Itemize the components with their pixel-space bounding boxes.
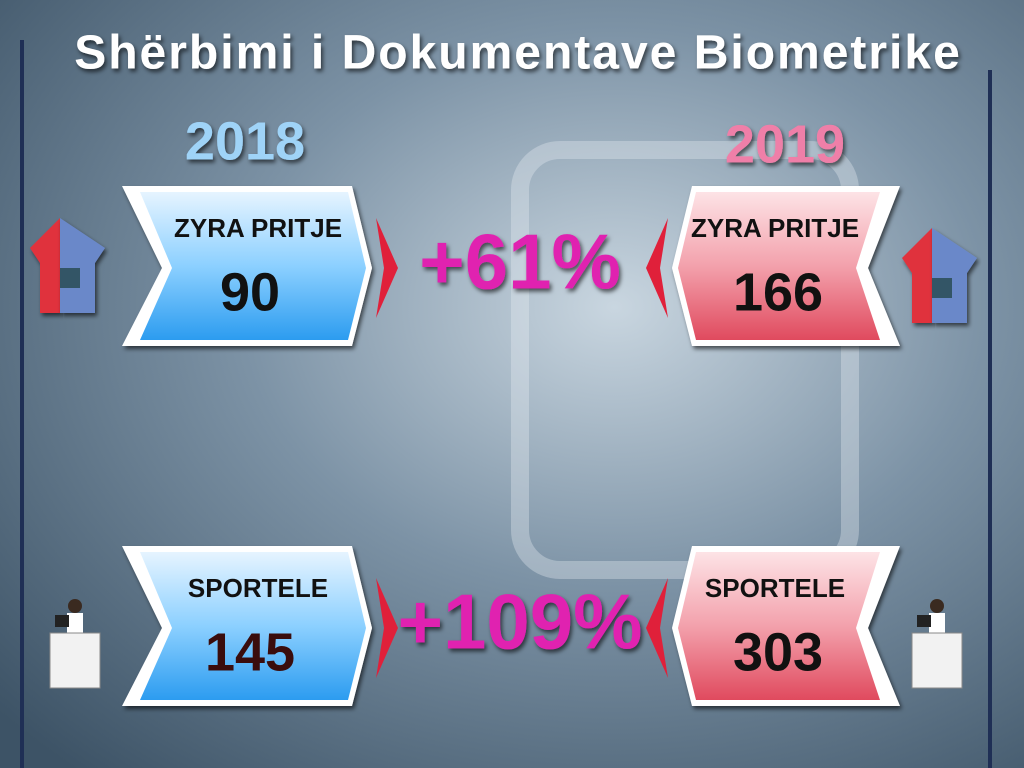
decor xyxy=(511,141,859,579)
box xyxy=(140,192,366,340)
label: ZYRA PRITJE xyxy=(174,213,342,243)
chevron xyxy=(646,218,668,318)
desk-icon xyxy=(55,615,69,627)
value: 303 xyxy=(733,622,823,682)
change: +61% xyxy=(419,218,621,306)
change: +109% xyxy=(397,578,642,666)
desk-icon xyxy=(911,632,963,689)
year: 2018 xyxy=(185,111,305,171)
house-icon xyxy=(30,218,60,313)
label: SPORTELE xyxy=(705,573,845,603)
desk-icon xyxy=(68,599,82,613)
value: 145 xyxy=(205,622,295,682)
box xyxy=(140,552,366,700)
house-icon xyxy=(932,228,977,323)
desk-icon xyxy=(67,613,83,633)
label: ZYRA PRITJE xyxy=(691,213,859,243)
house-icon xyxy=(60,268,80,288)
house-icon xyxy=(60,218,105,313)
box xyxy=(678,192,880,340)
house-icon xyxy=(932,278,952,298)
desk-icon xyxy=(929,613,945,633)
label: SPORTELE xyxy=(188,573,328,603)
chevron xyxy=(646,578,668,678)
value: 166 xyxy=(733,262,823,322)
value: 90 xyxy=(220,262,280,322)
desk-icon xyxy=(49,632,101,689)
desk-icon xyxy=(930,599,944,613)
desk-icon xyxy=(917,615,931,627)
house-icon xyxy=(902,228,932,323)
title: Shërbimi i Dokumentave Biometrike xyxy=(74,27,962,80)
chevron xyxy=(376,578,398,678)
chevron xyxy=(376,218,398,318)
box xyxy=(678,552,880,700)
year: 2019 xyxy=(725,114,845,174)
